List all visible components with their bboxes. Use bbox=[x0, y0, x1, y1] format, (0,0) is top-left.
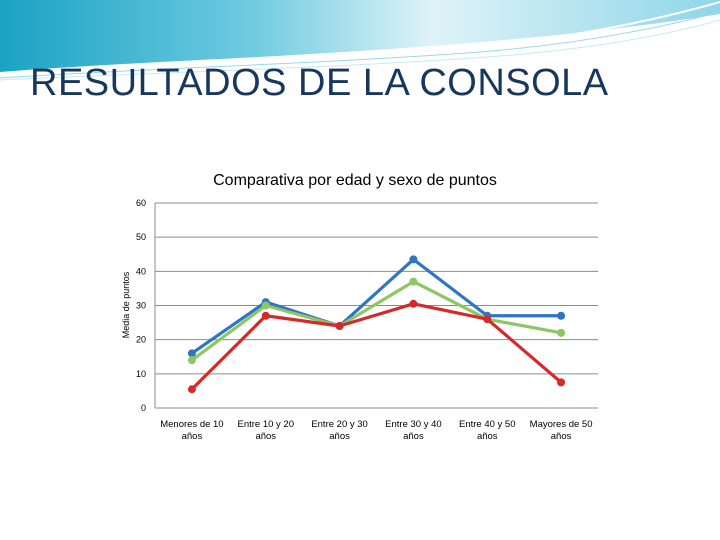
axes: 0 10 20 30 40 50 60 Menores de 10 años Entre 10 y… bbox=[136, 198, 593, 442]
data-point-series-2 bbox=[261, 301, 270, 310]
y-tick-label: 60 bbox=[136, 198, 146, 208]
data-point-series-2 bbox=[409, 277, 418, 286]
data-point-series-3 bbox=[483, 315, 492, 324]
data-point-series-3 bbox=[261, 311, 270, 320]
y-tick-label: 20 bbox=[136, 335, 146, 345]
x-tick-label: Entre 10 y 20 años bbox=[237, 419, 294, 442]
y-tick-label: 50 bbox=[136, 232, 146, 242]
data-point-series-1 bbox=[557, 311, 566, 320]
y-tick-label: 30 bbox=[136, 301, 146, 311]
slide-title: RESULTADOS DE LA CONSOLA bbox=[30, 62, 609, 104]
data-point-series-2 bbox=[557, 328, 566, 337]
header-banner bbox=[0, 0, 720, 81]
x-tick-label: Entre 20 y 30 años bbox=[311, 419, 368, 442]
data-point-series-3 bbox=[409, 299, 418, 308]
data-point-series-3 bbox=[187, 385, 196, 394]
y-tick-label: 10 bbox=[136, 369, 146, 379]
series-lines bbox=[187, 255, 566, 394]
x-tick-label: Mayores de 50 años bbox=[530, 419, 593, 442]
series-line-3 bbox=[190, 302, 563, 391]
x-tick-label: Entre 30 y 40 años bbox=[385, 419, 442, 442]
x-tick-label: Entre 40 y 50 años bbox=[459, 419, 516, 442]
data-point-series-3 bbox=[557, 378, 566, 387]
series-line-1 bbox=[191, 257, 562, 355]
y-tick-label: 0 bbox=[141, 403, 146, 413]
series-line-2 bbox=[190, 279, 562, 362]
data-point-series-1 bbox=[187, 349, 196, 358]
y-tick-label: 40 bbox=[136, 266, 146, 276]
x-tick-label: Menores de 10 años bbox=[160, 419, 223, 442]
data-point-series-1 bbox=[409, 255, 418, 264]
y-axis-label: Media de puntos bbox=[121, 271, 131, 338]
gridlines bbox=[155, 202, 598, 409]
data-point-series-2 bbox=[187, 356, 196, 365]
chart-title: Comparativa por edad y sexo de puntos bbox=[213, 172, 497, 189]
data-point-series-3 bbox=[335, 322, 344, 330]
